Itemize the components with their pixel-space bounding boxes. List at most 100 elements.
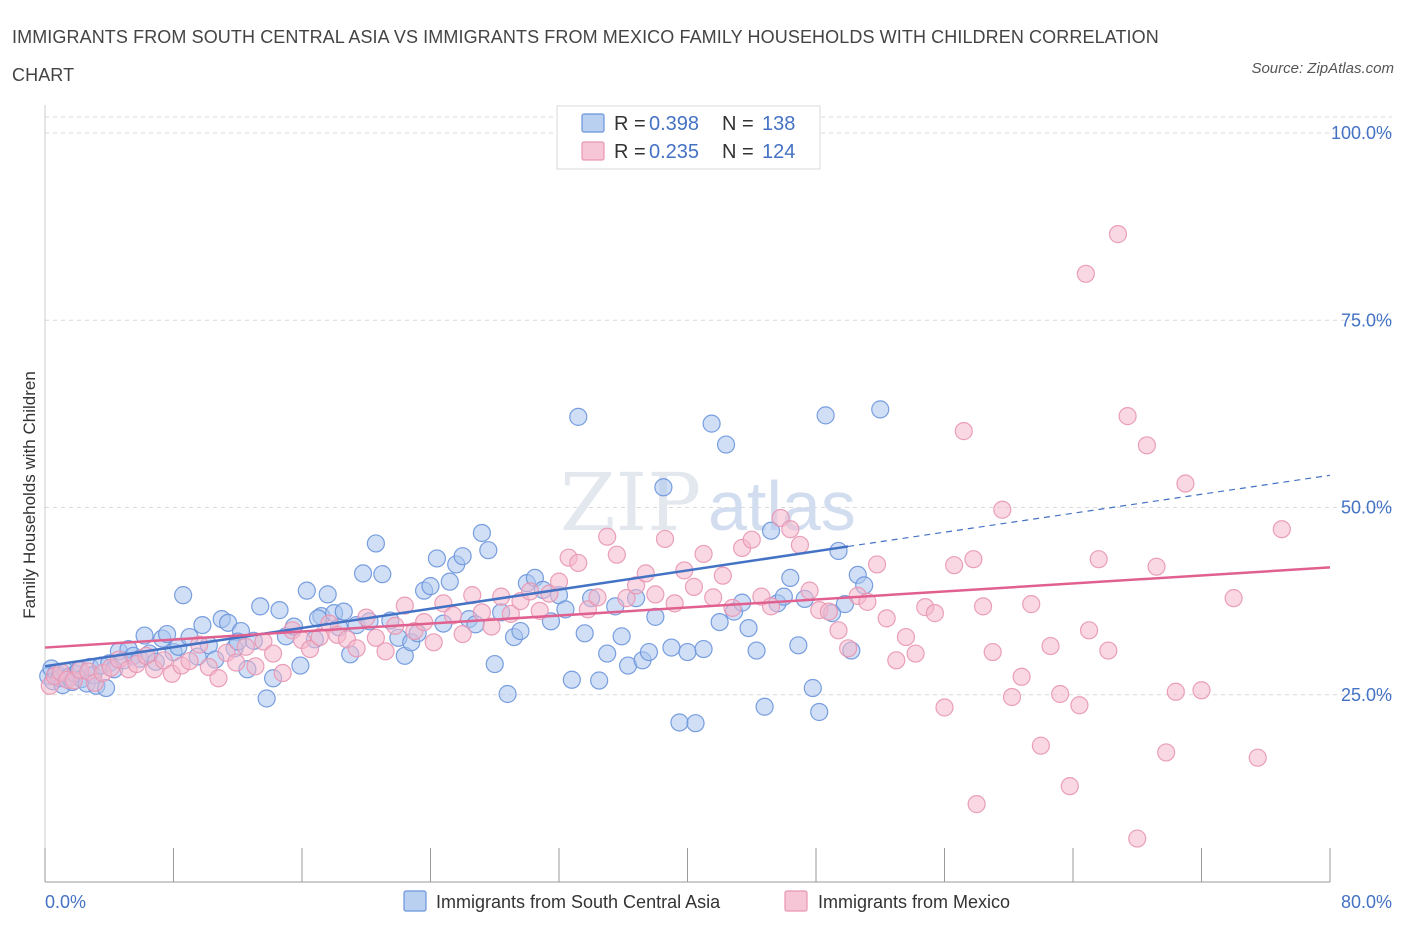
point-mexico: [967, 795, 986, 814]
series-legend: Immigrants from South Central Asia Immig…: [403, 890, 1010, 912]
point-mexico: [781, 520, 800, 539]
point-mexico: [482, 617, 501, 636]
point-mexico: [1060, 777, 1079, 796]
point-mexico: [761, 597, 781, 616]
point-south-central-asia: [485, 654, 504, 674]
point-south-central-asia: [366, 534, 385, 553]
legend-n-label: N =: [722, 113, 754, 135]
point-mexico: [1076, 264, 1095, 283]
point-mexico: [569, 553, 588, 573]
point-mexico: [1248, 748, 1267, 767]
point-mexico: [1224, 589, 1243, 608]
point-mexico: [520, 582, 540, 601]
point-mexico: [1192, 681, 1211, 700]
point-south-central-asia: [662, 638, 681, 657]
point-mexico: [1079, 621, 1099, 640]
point-mexico: [607, 545, 626, 564]
x-tick-label-min: 0.0%: [45, 892, 86, 912]
point-south-central-asia: [747, 641, 766, 660]
point-mexico: [945, 556, 964, 575]
legend-r-value-mexico: 0.235: [649, 141, 699, 163]
point-mexico: [829, 621, 848, 640]
trend-line-mexico: [44, 566, 1331, 649]
point-south-central-asia: [678, 642, 697, 662]
point-mexico: [1157, 743, 1176, 762]
legend-r-label: R =: [614, 141, 646, 163]
point-mexico: [867, 555, 887, 574]
point-south-central-asia: [297, 581, 316, 600]
point-mexico: [1089, 550, 1108, 569]
point-south-central-asia: [781, 568, 800, 588]
point-south-central-asia: [803, 678, 822, 698]
point-south-central-asia: [219, 613, 238, 632]
point-south-central-asia: [453, 547, 472, 566]
point-mexico: [704, 588, 723, 607]
point-mexico: [906, 644, 925, 663]
trend-line-extension-south-central-asia: [848, 474, 1331, 548]
watermark-zip: ZIP: [560, 456, 701, 549]
point-mexico: [180, 651, 199, 671]
point-south-central-asia: [829, 541, 848, 561]
point-mexico: [964, 550, 983, 569]
point-mexico: [617, 589, 636, 608]
point-mexico: [1012, 667, 1031, 686]
point-south-central-asia: [353, 564, 373, 583]
point-south-central-asia: [871, 400, 890, 419]
point-south-central-asia: [373, 565, 392, 584]
point-south-central-asia: [739, 618, 758, 638]
point-mexico: [1099, 641, 1118, 660]
point-mexico: [300, 639, 320, 659]
point-south-central-asia: [670, 713, 689, 732]
point-mexico: [983, 642, 1002, 662]
point-mexico: [636, 564, 655, 583]
trend-line-south-central-asia: [44, 545, 849, 668]
point-mexico: [453, 624, 472, 644]
point-mexico: [588, 588, 607, 607]
point-mexico: [935, 698, 954, 717]
point-south-central-asia: [755, 697, 774, 716]
point-south-central-asia: [440, 572, 459, 591]
point-mexico: [646, 585, 665, 604]
point-south-central-asia: [612, 627, 631, 646]
watermark-atlas: atlas: [708, 467, 856, 545]
point-south-central-asia: [590, 671, 609, 690]
point-south-central-asia: [816, 406, 835, 425]
point-south-central-asia: [157, 624, 177, 644]
point-mexico: [694, 544, 713, 564]
point-mexico: [655, 529, 675, 549]
axes: [44, 105, 1331, 883]
y-tick-label: 25.0%: [1341, 685, 1392, 705]
point-mexico: [424, 633, 443, 652]
point-mexico: [246, 657, 265, 676]
point-mexico: [1108, 225, 1128, 244]
point-mexico: [227, 653, 246, 672]
point-south-central-asia: [270, 601, 289, 620]
point-south-central-asia: [318, 585, 337, 604]
point-south-central-asia: [789, 636, 808, 655]
point-mexico: [925, 604, 944, 623]
point-mexico: [877, 609, 896, 628]
point-south-central-asia: [575, 624, 594, 643]
point-south-central-asia: [562, 670, 581, 689]
point-mexico: [376, 642, 395, 661]
y-tick-labels: 25.0% 50.0% 75.0% 100.0%: [1331, 123, 1392, 705]
point-south-central-asia: [694, 639, 713, 659]
point-mexico: [263, 644, 283, 663]
point-mexico: [310, 627, 329, 647]
point-mexico: [742, 530, 761, 549]
point-mexico: [973, 597, 993, 616]
legend-r-label: R =: [614, 113, 646, 135]
y-tick-label: 75.0%: [1341, 310, 1392, 330]
point-south-central-asia: [686, 714, 705, 733]
x-tick-label-max: 80.0%: [1341, 892, 1392, 912]
point-south-central-asia: [135, 626, 154, 645]
point-mexico: [819, 602, 838, 621]
chart-title: IMMIGRANTS FROM SOUTH CENTRAL ASIA VS IM…: [12, 27, 1159, 85]
point-south-central-asia: [639, 642, 659, 662]
point-south-central-asia: [835, 595, 855, 614]
point-mexico: [154, 651, 173, 670]
bottom-legend-label-mexico: Immigrants from Mexico: [818, 892, 1010, 912]
point-south-central-asia: [193, 615, 212, 635]
point-south-central-asia: [257, 689, 276, 708]
point-south-central-asia: [761, 521, 781, 540]
